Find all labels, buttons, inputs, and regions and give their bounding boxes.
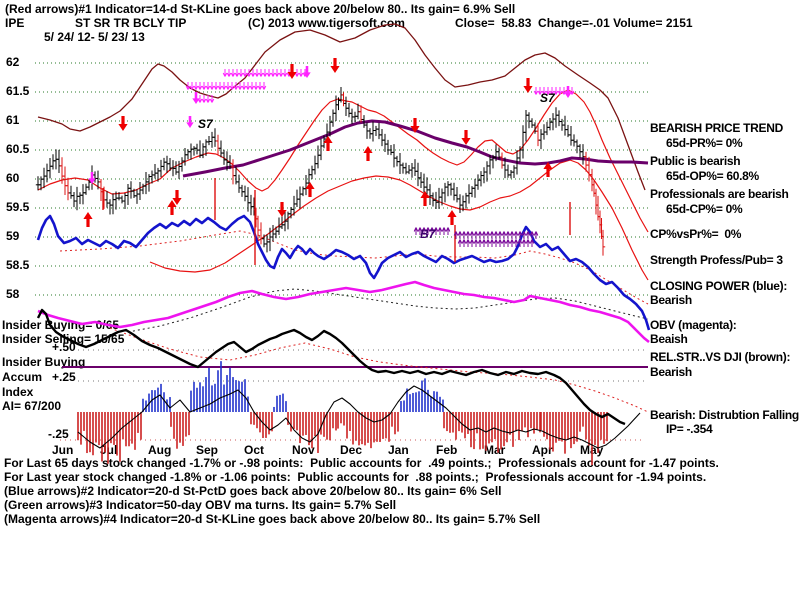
signal-summary-line: (Red arrows)#1 Indicator=14-d St-KLine g… [5,2,516,16]
red-up-arrow-icon [363,146,373,161]
magenta-arrows-signal-line: (Magenta arrows)#4 Indicator=20-d St-KLi… [4,512,541,526]
hatch-arrow-rows [185,69,575,247]
red-up-arrow-icon [323,136,333,151]
cp-vs-pr-value: CP%vsPr%= 0% [650,227,742,241]
cp-red-dotted-line [59,230,649,305]
magenta-down-arrow-icon [88,172,96,184]
signal-label: B7 [420,227,437,241]
ai-overlay-line [77,385,641,449]
price-axis-label: 60 [6,171,20,185]
red-sticks [102,178,571,265]
ip-value: IP= -.354 [666,422,713,436]
month-axis-label: Feb [436,443,458,457]
month-axis-label: Mar [484,443,506,457]
ai-value-label: AI= 67/200 [2,399,62,413]
relstr-dji-brown-line [37,23,646,191]
month-axis-label: Nov [292,443,315,457]
obv-legend: OBV (magenta): [650,318,737,332]
month-axis-label: Jul [100,443,118,457]
price-axis-label: 58.5 [6,258,30,272]
insider-buying-line-label: Insider Buying [2,355,86,369]
price-axis-label: 61.5 [6,84,30,98]
price-axis-label: 60.5 [6,142,30,156]
closing-power-blue-line [36,214,651,331]
red-down-arrow-icon [172,190,182,205]
price-axis-label: 59 [6,229,20,243]
magenta-down-arrow-icon [186,116,194,128]
annotation-labels: S7 S7 B7 [198,91,556,241]
cp-percent-value: 65d-CP%= 0% [666,202,743,216]
month-axis-label: Jun [52,443,74,457]
red-down-arrow-icon [330,58,340,73]
ticker-symbol: IPE [5,16,25,30]
price-trend-heading: BEARISH PRICE TREND [650,121,783,135]
relstr-status: Bearish [650,365,692,379]
distribution-status: Bearish: Distrubtion Falling [650,408,799,422]
public-sentiment-label: Public is bearish [650,154,741,168]
month-axis-label: May [580,443,604,457]
red-up-arrow-icon [167,200,177,215]
month-axis-label: Apr [532,443,553,457]
magenta-down-arrow-icon [192,92,200,104]
red-up-arrow-icon [447,210,457,225]
signal-label: S7 [198,117,214,131]
closing-power-legend: CLOSING POWER (blue): [650,279,788,293]
month-axis-label: Oct [244,443,265,457]
op-percent-value: 65d-OP%= 60.8% [666,169,759,183]
plus-25-tick-label: +.25 [52,370,76,384]
signal-arrows [83,58,572,227]
relstr-red-dotted-line [109,327,649,413]
price-axis-label: 61 [6,113,20,127]
red-down-arrow-icon [277,202,287,217]
green-arrows-signal-line: (Green arrows)#3 Indicator=50-day OBV ma… [4,498,397,512]
month-axis-label: Jan [388,443,409,457]
copyright-label: (C) 2013 www.tigersoft.com [248,16,405,30]
relstr-legend: REL.STR..VS DJI (brown): [650,350,791,364]
stats-year-line: For Last year stock changed -1.8% or -1.… [4,470,707,484]
red-down-arrow-icon [461,130,471,145]
red-down-arrow-icon [410,118,420,133]
price-axis-label: 58 [6,287,20,301]
obv-magenta-line [37,280,650,344]
black-indicator-line [36,308,626,426]
strength-ratio-label: Strength Profess/Pub= 3 [650,253,783,267]
date-range-label: 5/ 24/ 12- 5/ 23/ 13 [44,30,145,44]
magenta-down-arrow-icon [303,66,311,78]
blue-arrows-signal-line: (Blue arrows)#2 Indicator=20-d St-PctD g… [4,484,502,498]
professionals-sentiment-label: Professionals are bearish [650,187,789,201]
insider-buying-count: Insider Buying= 0/65 [2,318,120,332]
red-up-arrow-icon [305,182,315,197]
month-axis-label: Sep [196,443,219,457]
red-down-arrow-icon [523,78,533,93]
pr-percent-value: 65d-PR%= 0% [666,136,743,150]
signal-label: S7 [540,91,556,105]
plus-50-tick-label: +.50 [52,340,76,354]
red-up-arrow-icon [543,162,553,177]
accum-label: Accum [2,370,43,384]
price-axis-label: 59.5 [6,200,30,214]
red-down-arrow-icon [118,116,128,131]
index-label: Index [2,385,34,399]
lower-red-band-line [149,159,649,281]
candlestick-series [35,86,606,256]
stats-65day-line: For Last 65 days stock changed -1.7% or … [4,456,719,470]
price-axis-label: 62 [6,55,20,69]
ma-65d-purple-line [182,119,649,178]
aux-dotted-lines [60,349,645,441]
closing-power-status: Bearish [650,293,692,307]
magenta-down-arrow-icon [564,86,572,98]
price-gridlines [35,62,648,296]
minus-25-tick-label: -.25 [48,427,69,441]
red-up-arrow-icon [420,191,430,206]
quote-line: Close= 58.83 Change=-.01 Volume= 2151 [455,16,693,30]
obv-black-dotted-line [127,288,649,333]
upper-red-band-line [37,89,649,233]
red-up-arrow-icon [83,212,93,227]
month-axis-label: Aug [148,443,172,457]
red-down-arrow-icon [287,64,297,79]
month-axis-label: Dec [340,443,363,457]
chart-menu-bar[interactable]: ST SR TR BCLY TIP [75,16,187,30]
obv-status: Beaish [650,332,688,346]
